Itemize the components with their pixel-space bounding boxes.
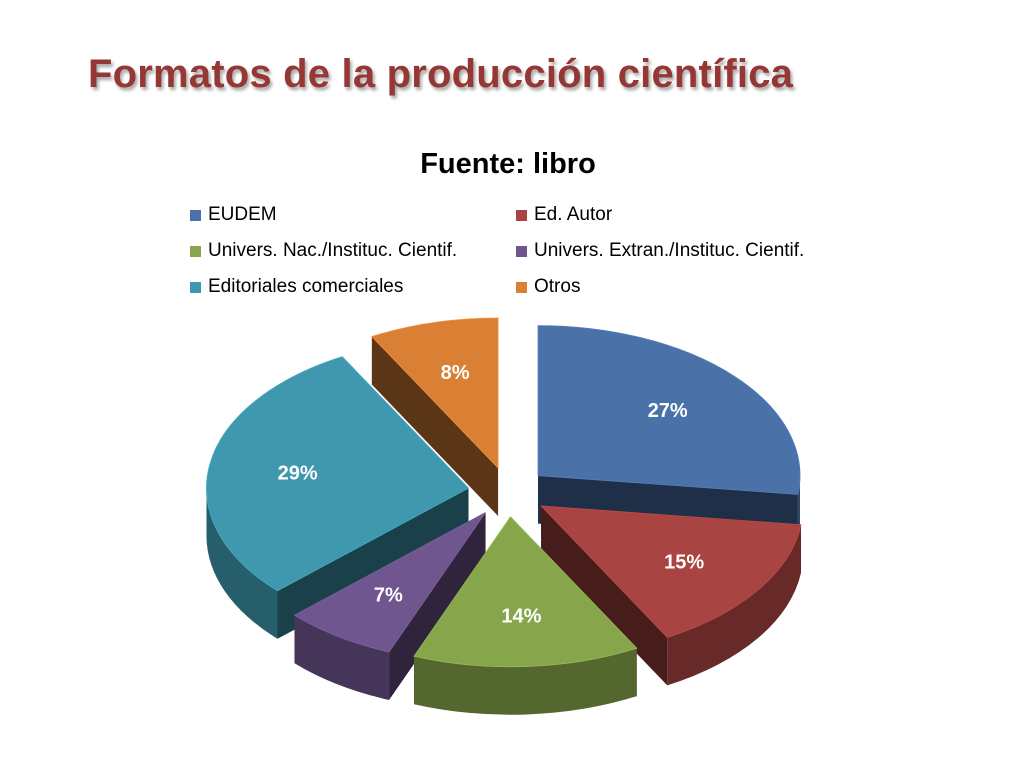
legend-label: EUDEM <box>208 204 277 225</box>
legend-item-univers-extran: Univers. Extran./Instituc. Cientif. <box>516 240 804 262</box>
legend-label: Univers. Extran./Instituc. Cientif. <box>534 240 805 261</box>
slice-top-face <box>371 317 499 469</box>
slice-percent-label: 27% <box>648 400 688 422</box>
legend-item-otros: Otros <box>516 276 580 298</box>
slice-top-face <box>293 512 486 653</box>
slice-top-face <box>206 356 470 592</box>
slice-outer-rim <box>294 615 390 700</box>
legend-label: Otros <box>534 276 581 297</box>
slice-top-face <box>413 516 638 668</box>
legend-item-eudem: EUDEM <box>190 204 277 226</box>
slice-side-wall <box>541 505 668 686</box>
legend-swatch <box>516 245 527 257</box>
legend-label: Ed. Autor <box>534 204 613 225</box>
legend-item-ed-autor: Ed. Autor <box>516 204 612 226</box>
pie-slice: 14% <box>413 516 638 715</box>
legend-label: Editoriales comerciales <box>208 276 404 297</box>
slide-title: Formatos de la producción científica <box>88 52 794 96</box>
slice-outer-rim <box>414 648 637 715</box>
slice-percent-label: 8% <box>441 362 470 384</box>
slice-top-face <box>537 325 801 495</box>
chart-title: Fuente: libro <box>420 148 596 180</box>
legend-item-univers-nac: Univers. Nac./Instituc. Cientif. <box>190 240 457 262</box>
legend-item-editoriales: Editoriales comerciales <box>190 276 403 298</box>
chart-legend: EUDEM Ed. Autor Univers. Nac./Instituc. … <box>190 200 890 310</box>
legend-swatch <box>516 209 527 221</box>
pie-slice: 8% <box>371 317 499 516</box>
legend-label: Univers. Nac./Instituc. Cientif. <box>208 240 458 261</box>
slice-side-wall <box>371 336 499 516</box>
slice-outer-rim <box>206 488 278 639</box>
pie-slice: 7% <box>293 512 486 700</box>
slice-percent-label: 29% <box>278 463 318 485</box>
slice-percent-label: 7% <box>374 584 403 606</box>
legend-swatch <box>190 245 201 257</box>
slice-percent-label: 15% <box>664 552 704 574</box>
legend-swatch <box>516 281 527 293</box>
legend-swatch <box>190 209 201 221</box>
legend-swatch <box>190 281 201 293</box>
pie-slice: 15% <box>540 505 802 686</box>
slice-outer-rim <box>667 524 802 686</box>
slice-percent-label: 14% <box>501 606 541 628</box>
slice-top-face <box>540 505 802 638</box>
